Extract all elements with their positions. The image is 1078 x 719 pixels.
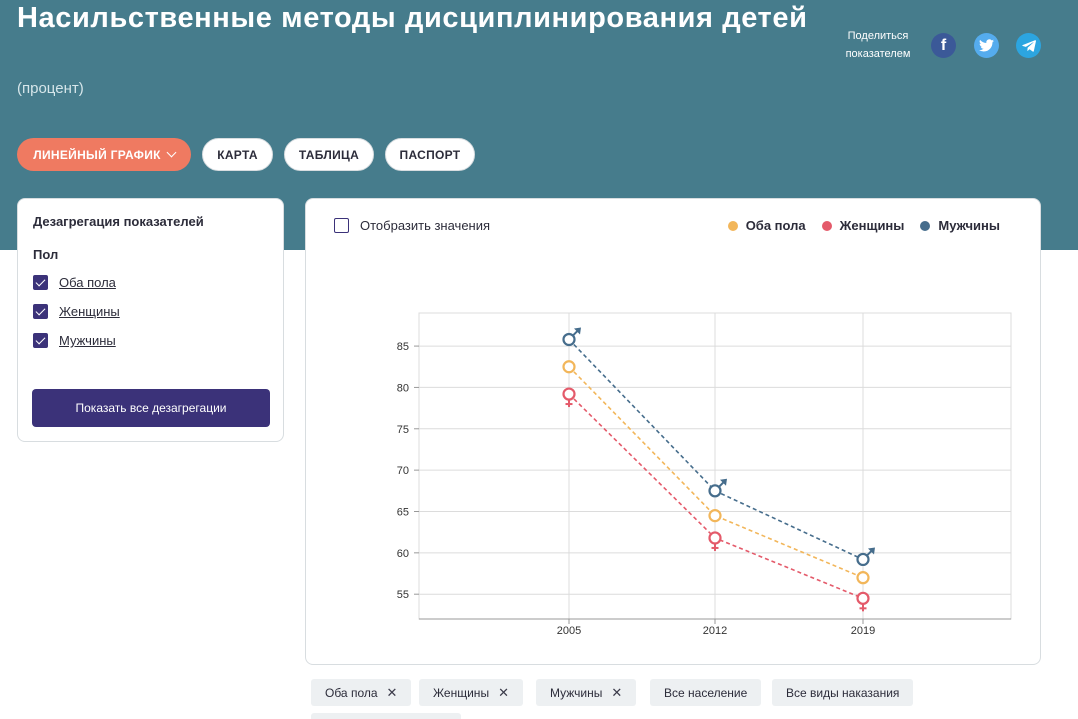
y-tick-label: 55	[397, 589, 409, 601]
telegram-icon[interactable]	[1016, 33, 1041, 58]
close-icon[interactable]: ✕	[498, 684, 509, 700]
data-point	[562, 360, 576, 374]
filter-chip[interactable]: Женщины ✕	[419, 679, 523, 706]
chart-legend: Оба пола Женщины Мужчины	[712, 218, 1000, 233]
male-icon-arrow	[720, 478, 727, 486]
y-tick-label: 75	[397, 424, 409, 436]
tab-map[interactable]: КАРТА	[202, 138, 273, 171]
y-tick-label: 60	[397, 548, 409, 560]
filter-panel-title: Дезагрегация показателей	[33, 214, 204, 229]
y-tick-label: 85	[397, 341, 409, 353]
filter-chip-partial[interactable]	[311, 713, 461, 719]
tab-passport[interactable]: ПАСПОРТ	[385, 138, 475, 171]
legend-item-women[interactable]: Женщины	[821, 218, 904, 233]
show-values-toggle[interactable]: Отобразить значения	[334, 218, 490, 233]
male-icon-arrow	[868, 547, 875, 555]
data-point	[708, 509, 722, 523]
filter-group-sex: Пол	[33, 247, 59, 262]
data-point	[708, 531, 722, 545]
data-point	[562, 387, 576, 401]
tab-table[interactable]: ТАБЛИЦА	[284, 138, 374, 171]
line-chart: 55 60 65 70 75 80 85 2005 2012 2019	[397, 312, 1012, 637]
checkbox-checked[interactable]	[33, 275, 48, 290]
chevron-down-icon	[166, 147, 177, 158]
series-line	[568, 366, 864, 579]
legend-item-both[interactable]: Оба пола	[727, 218, 806, 233]
y-tick-label: 65	[397, 506, 409, 518]
chart-panel: Отобразить значения Оба пола Женщины Муж…	[305, 198, 1041, 665]
x-tick-label: 2019	[851, 625, 875, 637]
facebook-icon[interactable]: f	[931, 33, 956, 58]
data-point	[856, 591, 870, 605]
twitter-icon[interactable]	[974, 33, 999, 58]
series-line	[568, 338, 864, 561]
legend-dot	[821, 220, 832, 231]
data-point	[562, 332, 576, 347]
filter-chip[interactable]: Мужчины ✕	[536, 679, 637, 706]
legend-dot	[920, 220, 931, 231]
filter-chip[interactable]: Все виды наказания	[772, 679, 914, 706]
show-all-disaggregations-button[interactable]: Показать все дезагрегации	[32, 389, 270, 427]
checkbox-unchecked[interactable]	[334, 218, 349, 233]
filter-chip[interactable]: Все население	[650, 679, 762, 706]
legend-item-men[interactable]: Мужчины	[920, 218, 1000, 233]
filter-panel: Дезагрегация показателей Пол Оба пола Же…	[17, 198, 284, 442]
data-point	[856, 552, 870, 567]
checkbox-checked[interactable]	[33, 333, 48, 348]
filter-chip[interactable]: Оба пола ✕	[311, 679, 412, 706]
y-tick-label: 70	[397, 465, 409, 477]
data-point	[708, 484, 722, 498]
close-icon[interactable]: ✕	[611, 684, 623, 700]
filter-item-men[interactable]: Мужчины	[33, 333, 116, 348]
checkbox-checked[interactable]	[33, 304, 48, 319]
data-point	[856, 571, 870, 585]
page-unit: (процент)	[17, 80, 84, 97]
close-icon[interactable]: ✕	[386, 684, 398, 700]
legend-dot	[727, 220, 738, 231]
filter-item-both[interactable]: Оба пола	[33, 275, 116, 290]
filter-item-women[interactable]: Женщины	[33, 304, 120, 319]
y-tick-label: 80	[397, 382, 409, 394]
x-tick-label: 2012	[703, 625, 727, 637]
x-tick-label: 2005	[557, 625, 581, 637]
male-icon-arrow	[574, 327, 581, 335]
page-title: Насильственные методы дисциплинирования …	[17, 2, 808, 34]
share-label: Поделиться показателем	[845, 30, 911, 60]
tab-line-chart[interactable]: ЛИНЕЙНЫЙ ГРАФИК	[17, 138, 191, 171]
